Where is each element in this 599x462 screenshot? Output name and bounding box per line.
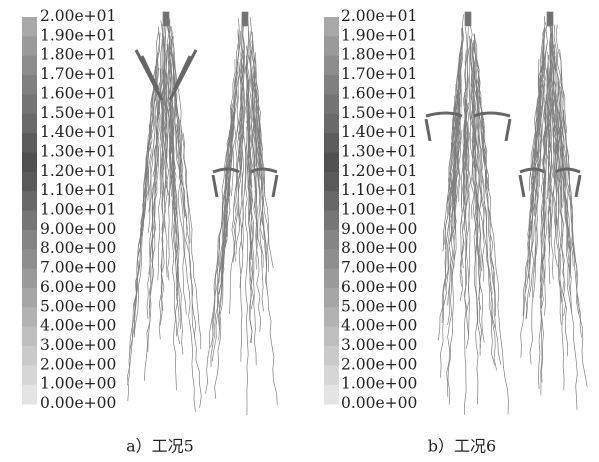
colorbar-label: 4.00e+00 xyxy=(341,317,417,335)
colorbar-label: 9.00e+00 xyxy=(40,220,116,238)
colorbar-swatch xyxy=(324,346,339,366)
vector-plot xyxy=(127,12,201,412)
streak xyxy=(211,115,232,367)
colorbar-label: 4.00e+00 xyxy=(40,317,116,335)
colorbar-swatch xyxy=(324,211,339,231)
colorbar-label: 1.60e+01 xyxy=(40,84,116,102)
colorbar-swatch xyxy=(324,94,339,114)
colorbar-swatch xyxy=(22,172,37,192)
colorbar-swatch xyxy=(22,56,37,76)
colorbar-swatch xyxy=(324,152,339,172)
colorbar-label: 1.20e+01 xyxy=(40,162,116,180)
figure: a）工况5 b）工况6 2.00e+011.90e+011.80e+011.70… xyxy=(0,0,599,458)
colorbar-label: 5.00e+00 xyxy=(40,297,116,315)
colorbar-label: 2.00e+01 xyxy=(40,7,116,25)
colorbar-swatch xyxy=(324,385,339,405)
colorbar-swatch xyxy=(324,269,339,289)
colorbar-swatch xyxy=(324,365,339,385)
colorbar-swatch xyxy=(22,94,37,114)
colorbar-label: 1.40e+01 xyxy=(40,123,116,141)
colorbar-swatch xyxy=(324,17,339,37)
colorbar-label: 1.80e+01 xyxy=(341,46,417,64)
streak xyxy=(468,133,471,337)
colorbar-label: 6.00e+00 xyxy=(40,278,116,296)
colorbar-swatch xyxy=(22,211,37,231)
streak xyxy=(243,107,246,251)
colorbar-swatch xyxy=(324,172,339,192)
colorbar-swatch xyxy=(22,307,37,327)
colorbar-label: 1.40e+01 xyxy=(341,123,417,141)
colorbar-label: 1.00e+00 xyxy=(40,375,116,393)
colorbar-swatch xyxy=(22,288,37,308)
colorbar-label: 1.60e+01 xyxy=(341,84,417,102)
colorbar-label: 0.00e+00 xyxy=(341,394,417,412)
colorbar-swatch xyxy=(324,191,339,211)
colorbar-label: 1.00e+01 xyxy=(40,201,116,219)
colorbar-label: 1.70e+01 xyxy=(341,65,417,83)
caption: a）工况5 xyxy=(126,437,194,456)
colorbar-label: 2.00e+00 xyxy=(40,355,116,373)
colorbar-label: 8.00e+00 xyxy=(40,239,116,257)
colorbar-swatch xyxy=(22,346,37,366)
colorbar-label: 3.00e+00 xyxy=(341,336,417,354)
colorbar-swatch xyxy=(22,17,37,37)
colorbar-swatch xyxy=(324,249,339,269)
colorbar-swatch xyxy=(22,152,37,172)
colorbar-label: 1.00e+00 xyxy=(341,375,417,393)
colorbar-label: 5.00e+00 xyxy=(341,297,417,315)
colorbar-label: 7.00e+00 xyxy=(341,259,417,277)
colorbar-label: 3.00e+00 xyxy=(40,336,116,354)
colorbar-label: 7.00e+00 xyxy=(40,259,116,277)
vector-plot xyxy=(426,12,510,415)
nozzle xyxy=(242,12,248,26)
colorbar-swatch xyxy=(324,56,339,76)
colorbar-label: 1.20e+01 xyxy=(341,162,417,180)
caption: b）工况6 xyxy=(428,437,496,456)
colorbar-swatch xyxy=(22,114,37,134)
colorbar-swatch xyxy=(22,75,37,95)
colorbar-label: 1.70e+01 xyxy=(40,65,116,83)
colorbar-swatch xyxy=(22,133,37,153)
colorbar-label: 8.00e+00 xyxy=(341,239,417,257)
colorbar-swatch xyxy=(324,133,339,153)
colorbar-swatch xyxy=(22,365,37,385)
colorbar-swatch xyxy=(324,114,339,134)
colorbar-swatch xyxy=(22,249,37,269)
colorbar-label: 1.90e+01 xyxy=(341,26,417,44)
nozzle xyxy=(163,12,169,26)
colorbar-swatch xyxy=(324,75,339,95)
colorbar-swatch xyxy=(324,327,339,347)
colorbar-swatch xyxy=(324,230,339,250)
streak xyxy=(180,120,201,408)
nozzle xyxy=(547,12,553,26)
colorbar-label: 1.80e+01 xyxy=(40,46,116,64)
colorbar-label: 0.00e+00 xyxy=(40,394,116,412)
colorbar-label: 1.50e+01 xyxy=(341,104,417,122)
colorbar-swatch xyxy=(324,36,339,56)
colorbar-swatch xyxy=(22,327,37,347)
colorbar-label: 1.50e+01 xyxy=(40,104,116,122)
colorbar-label: 2.00e+01 xyxy=(341,7,417,25)
vector-plot xyxy=(206,12,278,415)
colorbar-label: 9.00e+00 xyxy=(341,220,417,238)
streak xyxy=(152,96,159,264)
nozzle xyxy=(465,12,471,26)
colorbar-swatch xyxy=(324,307,339,327)
vector-plot xyxy=(520,12,587,410)
colorbar-swatch xyxy=(22,36,37,56)
colorbar-label: 1.10e+01 xyxy=(40,181,116,199)
colorbar-label: 1.90e+01 xyxy=(40,26,116,44)
colorbar-swatch xyxy=(324,288,339,308)
colorbar-label: 1.30e+01 xyxy=(341,142,417,160)
colorbar-label: 1.10e+01 xyxy=(341,181,417,199)
colorbar-label: 6.00e+00 xyxy=(341,278,417,296)
colorbar-swatch xyxy=(22,269,37,289)
colorbar-label: 1.00e+01 xyxy=(341,201,417,219)
colorbar-label: 2.00e+00 xyxy=(341,355,417,373)
colorbar-swatch xyxy=(22,191,37,211)
colorbar-swatch xyxy=(22,385,37,405)
colorbar-swatch xyxy=(22,230,37,250)
colorbar-label: 1.30e+01 xyxy=(40,142,116,160)
